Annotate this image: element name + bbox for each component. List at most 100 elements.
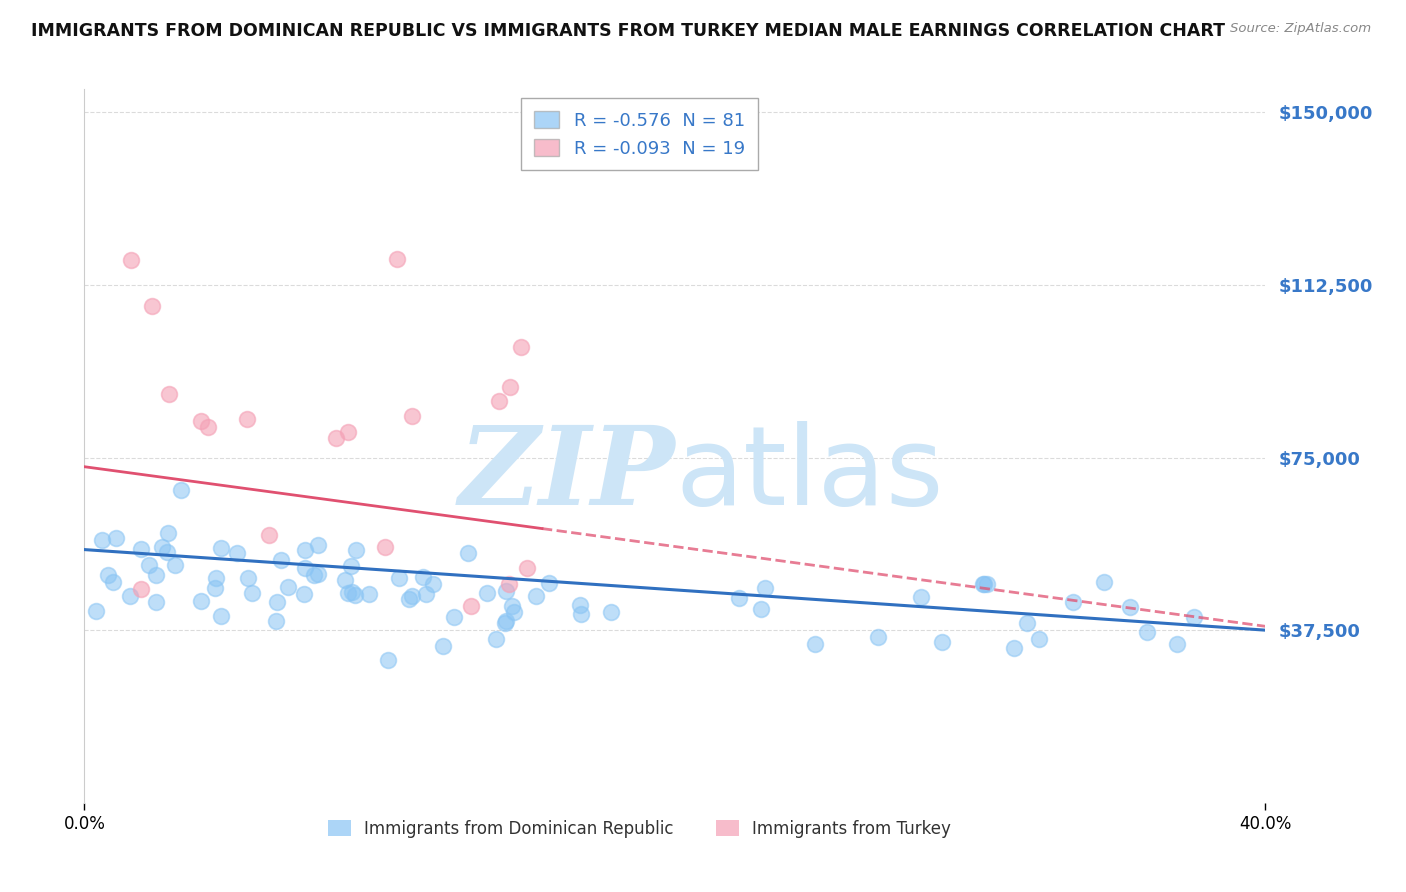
Point (294, 543, 316, 558)
Point (141, 299, 163, 313)
Text: IMMIGRANTS FROM DOMINICAN REPUBLIC VS IMMIGRANTS FROM TURKEY MEDIAN MALE EARNING: IMMIGRANTS FROM DOMINICAN REPUBLIC VS IM… (31, 22, 1225, 40)
Point (385, 252, 408, 267)
Point (931, 634, 953, 648)
Point (972, 577, 994, 591)
Point (727, 591, 749, 606)
Point (359, 587, 381, 601)
Point (264, 614, 287, 628)
Point (138, 558, 160, 572)
Point (226, 546, 249, 560)
Point (343, 588, 366, 602)
Point (422, 576, 444, 591)
Point (910, 591, 932, 605)
Point (524, 589, 547, 603)
Point (412, 569, 434, 583)
Point (401, 589, 423, 603)
Text: Source: ZipAtlas.com: Source: ZipAtlas.com (1230, 22, 1371, 36)
Point (1119, 599, 1142, 614)
Point (415, 587, 437, 601)
Point (495, 614, 517, 628)
Point (568, 599, 591, 613)
Point (443, 609, 465, 624)
Point (156, 545, 179, 559)
Point (190, 594, 212, 608)
Point (129, 542, 152, 557)
Point (1136, 624, 1159, 639)
Point (516, 561, 538, 575)
Text: ZIP: ZIP (458, 421, 675, 528)
Point (86, 604, 108, 618)
Point (336, 425, 359, 439)
Point (803, 637, 825, 651)
Point (398, 592, 420, 607)
Point (569, 607, 592, 621)
Point (537, 576, 560, 591)
Point (205, 571, 228, 585)
Point (499, 380, 522, 394)
Point (460, 599, 482, 613)
Point (373, 540, 395, 554)
Point (145, 568, 167, 582)
Point (307, 538, 329, 552)
Point (1166, 637, 1188, 651)
Point (266, 595, 288, 609)
Point (209, 541, 232, 556)
Point (236, 412, 259, 426)
Point (346, 543, 368, 558)
Point (197, 420, 219, 434)
Point (1182, 609, 1205, 624)
Point (270, 553, 292, 567)
Point (1062, 595, 1084, 609)
Point (170, 483, 193, 497)
Point (485, 632, 508, 647)
Point (336, 586, 359, 600)
Point (307, 567, 329, 582)
Point (120, 589, 142, 603)
Point (510, 340, 533, 354)
Point (501, 599, 523, 613)
Point (973, 576, 995, 591)
Point (749, 602, 772, 616)
Point (1028, 632, 1050, 646)
Point (257, 528, 280, 542)
Point (976, 577, 998, 591)
Point (157, 387, 180, 401)
Point (495, 584, 517, 599)
Point (129, 582, 152, 596)
Point (240, 586, 263, 600)
Point (388, 571, 411, 585)
Point (1015, 615, 1038, 630)
Point (156, 525, 179, 540)
Legend: Immigrants from Dominican Republic, Immigrants from Turkey: Immigrants from Dominican Republic, Immi… (321, 814, 957, 845)
Point (340, 584, 363, 599)
Point (599, 605, 621, 619)
Point (432, 639, 454, 653)
Point (165, 558, 187, 572)
Point (120, 252, 142, 267)
Point (97, 568, 120, 582)
Point (333, 573, 356, 587)
Point (209, 608, 232, 623)
Text: atlas: atlas (675, 421, 943, 528)
Point (101, 574, 124, 589)
Point (91, 533, 114, 547)
Point (1092, 575, 1115, 590)
Point (503, 606, 526, 620)
Point (754, 581, 776, 595)
Point (498, 577, 520, 591)
Point (104, 532, 127, 546)
Point (488, 394, 510, 409)
Point (494, 616, 516, 631)
Point (401, 409, 423, 423)
Point (457, 546, 479, 560)
Point (238, 571, 260, 585)
Point (325, 431, 347, 445)
Point (145, 594, 167, 608)
Point (294, 561, 316, 575)
Point (339, 559, 361, 574)
Point (150, 540, 173, 554)
Point (866, 630, 889, 644)
Point (1002, 641, 1025, 656)
Point (302, 568, 325, 582)
Point (277, 580, 299, 594)
